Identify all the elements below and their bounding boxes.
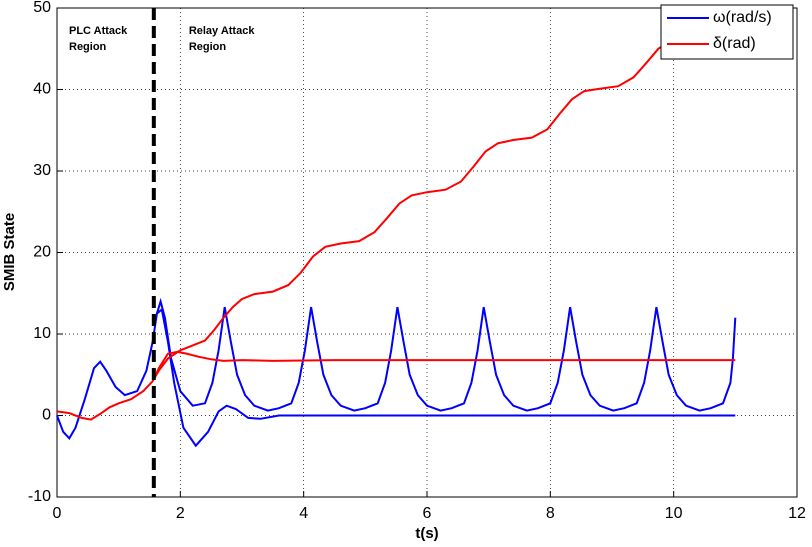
x-axis-label: t(s) [415, 525, 438, 542]
annotation: Region [69, 41, 107, 53]
x-tick-label: 0 [53, 505, 62, 522]
annotation: Relay Attack [189, 25, 256, 37]
y-tick-label: 50 [33, 0, 51, 16]
y-tick-label: 30 [33, 162, 51, 179]
legend-label: ω(rad/s) [713, 9, 772, 26]
x-tick-label: 4 [299, 505, 308, 522]
x-tick-label: 10 [665, 505, 683, 522]
legend-label: δ(rad) [713, 35, 756, 52]
legend-box [660, 4, 794, 60]
y-tick-label: -10 [28, 488, 51, 505]
series-line [56, 297, 737, 448]
plot-frame [56, 7, 798, 498]
y-axis-label: SMIB State [1, 213, 18, 291]
annotation: PLC Attack [69, 25, 128, 37]
annotation: Region [189, 41, 227, 53]
x-tick-label: 8 [546, 505, 555, 522]
x-tick-label: 6 [423, 505, 432, 522]
series-line [56, 34, 736, 421]
x-tick-label: 12 [788, 505, 806, 522]
y-tick-label: 20 [33, 244, 51, 261]
y-tick-label: 0 [42, 407, 51, 424]
x-tick-label: 2 [176, 505, 185, 522]
y-tick-label: 10 [33, 325, 51, 342]
y-tick-label: 40 [33, 81, 51, 98]
